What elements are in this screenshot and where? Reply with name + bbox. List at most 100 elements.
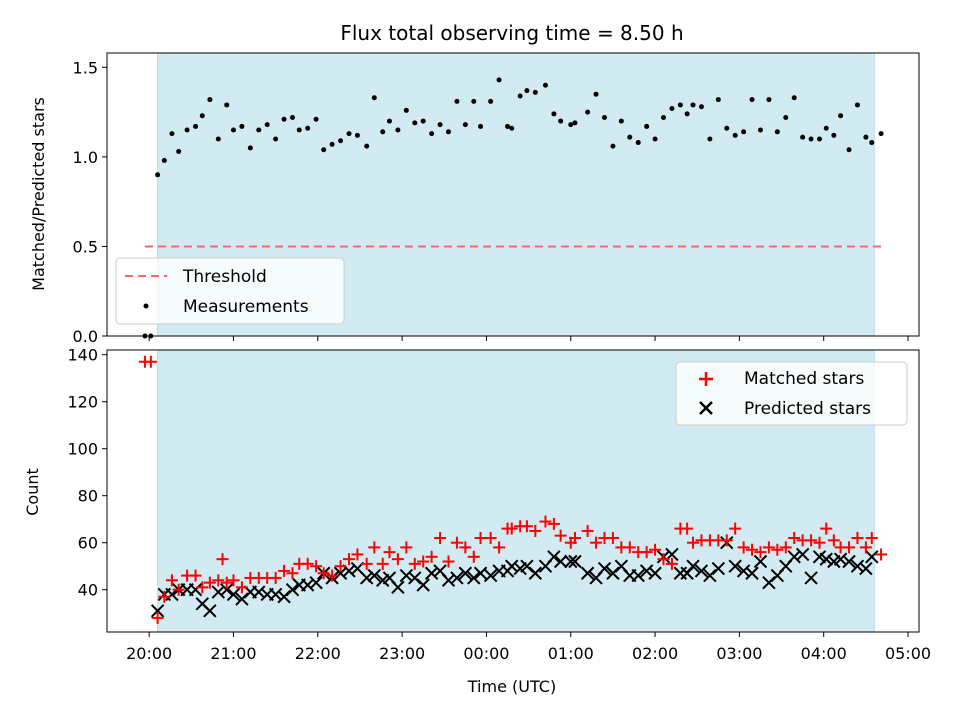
predicted-star-marker — [597, 561, 612, 576]
measurement-point — [509, 125, 515, 131]
x-axis-label: Time (UTC) — [467, 677, 556, 696]
measurement-point — [403, 107, 409, 113]
matched-star-marker — [493, 541, 506, 554]
matched-star-marker — [376, 557, 389, 570]
matched-star-marker — [729, 522, 742, 535]
top-axes-frame — [106, 52, 920, 337]
measurement-point — [690, 102, 696, 108]
matched-stars-points — [138, 355, 888, 624]
measurement-point — [558, 118, 564, 124]
measurement-point — [585, 109, 591, 115]
measurement-point — [572, 120, 578, 126]
matched-star-marker — [425, 550, 438, 563]
predicted-star-marker — [711, 561, 726, 576]
matched-star-marker — [771, 543, 784, 556]
matched-star-marker — [581, 524, 594, 537]
top-legend-box — [115, 257, 345, 325]
predicted-star-marker — [728, 559, 742, 573]
measurement-point — [207, 97, 213, 103]
matched-star-marker — [317, 567, 330, 580]
measurement-point — [454, 98, 460, 104]
predicted-star-marker — [391, 580, 405, 595]
measurement-point — [846, 147, 852, 153]
predicted-star-marker — [333, 566, 348, 580]
predicted-star-marker — [285, 582, 300, 597]
measurement-point — [766, 97, 772, 103]
measurement-point — [661, 114, 667, 120]
matched-star-marker — [151, 611, 164, 624]
bottom-ytick-label: 120 — [67, 393, 98, 412]
matched-star-marker — [351, 548, 364, 561]
xtick-label: 01:00 — [548, 644, 594, 663]
matched-star-marker — [754, 546, 767, 559]
matched-star-marker — [851, 532, 864, 544]
matched-star-marker — [762, 541, 775, 554]
measurement-point — [346, 131, 352, 137]
measurement-point — [380, 129, 386, 135]
matched-star-marker — [640, 546, 653, 559]
legend-measurements-swatch — [143, 303, 149, 309]
measurement-point — [199, 113, 205, 119]
matched-star-marker — [310, 560, 323, 573]
measurement-point — [524, 88, 530, 94]
predicted-star-marker — [528, 566, 543, 580]
top-x-ticks — [148, 336, 909, 341]
predicted-star-marker — [694, 564, 709, 578]
measurement-point — [551, 111, 557, 117]
matched-star-marker — [606, 532, 619, 544]
matched-star-marker — [657, 553, 670, 566]
measurement-point — [800, 134, 806, 140]
measurement-point — [445, 129, 451, 135]
xtick-label: 21:00 — [210, 644, 256, 663]
measurement-point — [517, 93, 523, 99]
measurement-point — [256, 127, 262, 133]
xtick-label: 05:00 — [885, 644, 931, 663]
matched-star-marker — [165, 574, 178, 587]
legend-threshold-label: Threshold — [182, 267, 267, 287]
measurement-point — [364, 143, 370, 149]
matched-star-marker — [408, 557, 421, 570]
predicted-star-marker — [203, 604, 217, 618]
predicted-star-marker — [639, 564, 654, 578]
matched-star-marker — [547, 517, 560, 530]
measurement-point — [395, 127, 401, 133]
matched-star-marker — [681, 522, 694, 535]
matched-star-marker — [779, 541, 792, 554]
measurement-point — [715, 97, 721, 103]
measurement-point — [224, 102, 230, 108]
matched-star-marker — [875, 548, 888, 561]
measurement-point — [831, 132, 837, 138]
matched-star-marker — [813, 536, 826, 549]
predicted-star-marker — [300, 578, 315, 592]
predicted-star-marker — [450, 571, 464, 585]
xtick-label: 02:00 — [632, 644, 678, 663]
matched-star-marker — [196, 581, 209, 594]
measurement-point — [496, 77, 502, 83]
measurement-point — [707, 136, 713, 142]
bottom-legend-box — [675, 361, 908, 426]
matched-star-marker — [865, 532, 878, 544]
legend-matched-label: Matched stars — [744, 369, 864, 389]
measurement-point — [757, 127, 763, 133]
measurement-point — [247, 145, 253, 151]
legend-matched-swatch — [699, 372, 713, 386]
matched-star-marker — [227, 574, 240, 587]
measurement-point — [542, 82, 548, 88]
measurement-point — [281, 116, 287, 122]
measurement-point — [808, 136, 814, 142]
matched-star-marker — [144, 355, 157, 368]
xtick-label: 23:00 — [379, 644, 425, 663]
matched-star-marker — [189, 569, 202, 582]
measurement-point — [505, 123, 511, 129]
predicted-star-marker — [458, 566, 473, 580]
matched-star-marker — [334, 560, 347, 573]
measurement-point — [854, 102, 860, 108]
predicted-star-marker — [226, 587, 241, 602]
measurement-point — [184, 127, 190, 133]
predicted-star-marker — [553, 554, 568, 569]
predicted-star-marker — [220, 582, 234, 597]
xtick-label: 04:00 — [801, 644, 847, 663]
measurement-point — [863, 134, 869, 140]
predicted-star-marker — [819, 552, 833, 566]
predicted-star-marker — [850, 559, 865, 573]
